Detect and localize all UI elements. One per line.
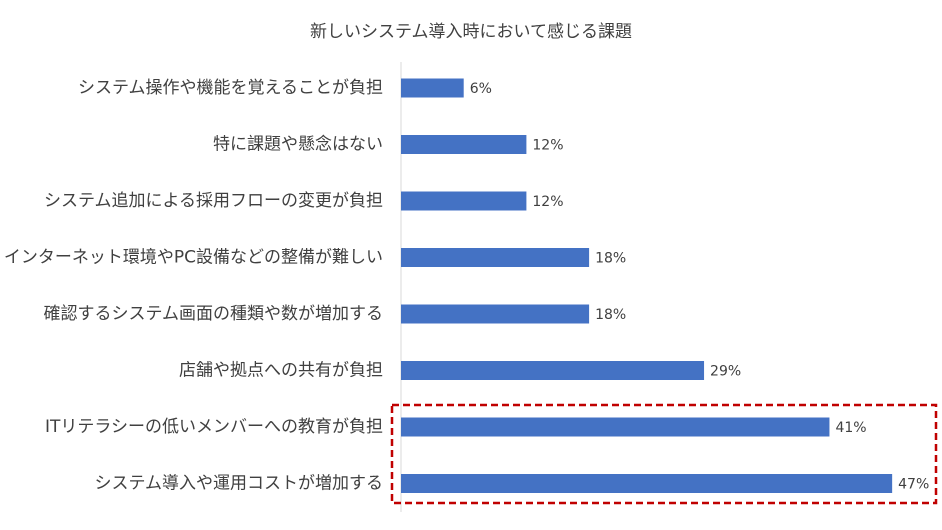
value-label: 41% — [835, 420, 866, 436]
category-label: 確認するシステム画面の種類や数が増加する — [44, 304, 384, 324]
bar — [401, 191, 527, 211]
category-label: ITリテラシーの低いメンバーへの教育が負担 — [45, 417, 383, 437]
bar — [401, 135, 527, 154]
chart-title: 新しいシステム導入時において感じる課題 — [310, 22, 632, 42]
bars-group — [401, 78, 893, 493]
value-label: 47% — [898, 477, 929, 493]
category-label: 店舗や拠点への共有が負担 — [179, 361, 383, 381]
value-label: 18% — [595, 307, 626, 323]
value-label: 12% — [532, 138, 563, 154]
category-label: システム操作や機能を覚えることが負担 — [78, 78, 383, 98]
value-label: 29% — [710, 364, 741, 380]
bar — [401, 248, 590, 267]
bar — [401, 304, 590, 324]
bar — [401, 474, 893, 493]
bar — [401, 78, 464, 98]
value-label: 6% — [470, 81, 492, 97]
category-label: インターネット環境やPC設備などの整備が難しい — [4, 248, 383, 268]
bar — [401, 417, 830, 437]
labels-group: システム操作や機能を覚えることが負担 6% 特に課題や懸念はない 12% システム追加に… — [4, 78, 929, 494]
category-label: システム追加による採用フローの変更が負担 — [44, 191, 383, 211]
category-label: 特に課題や懸念はない — [213, 134, 383, 155]
highlight-box — [390, 403, 938, 505]
bar — [401, 361, 705, 380]
category-label: システム導入や運用コストが増加する — [95, 474, 384, 494]
value-label: 12% — [532, 194, 563, 210]
value-label: 18% — [595, 251, 626, 267]
